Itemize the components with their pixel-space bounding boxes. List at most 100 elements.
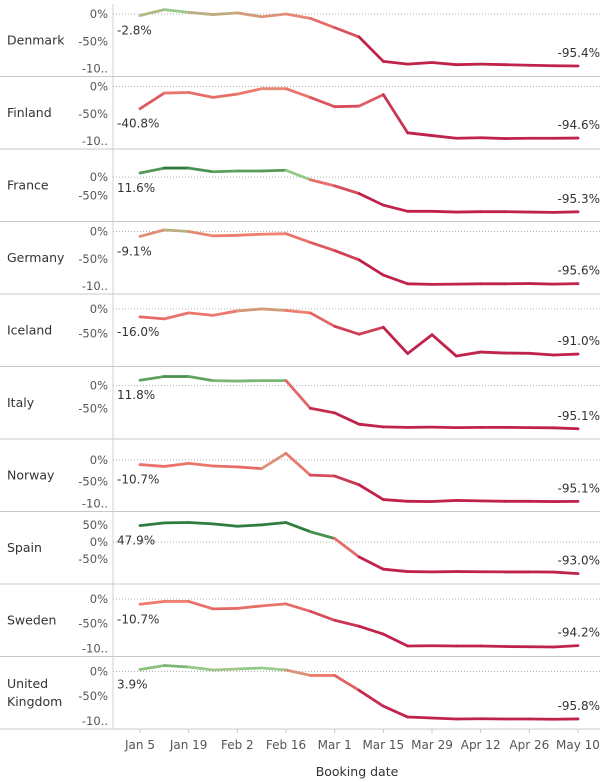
series-segment (357, 35, 385, 63)
series-segment (284, 668, 312, 677)
series-segment (187, 600, 215, 611)
y-tick-label: 0% (90, 7, 108, 21)
start-value-label: -2.8% (117, 24, 152, 38)
series-segment (211, 464, 239, 469)
series-segment (284, 87, 312, 99)
series-segment (260, 168, 288, 173)
series-segment (284, 168, 312, 182)
series-segment (381, 498, 410, 503)
series-segment (187, 461, 215, 468)
panel-finland: Finland 0% -50% -10.. -40.8% -94.6% (0, 80, 600, 150)
series-segment (162, 311, 191, 321)
series-segment (260, 232, 288, 236)
start-value-label: 47.9% (117, 534, 155, 548)
series-segment (284, 232, 312, 244)
panel-sweden: Sweden 0% -50% -10.. -10.7% -94.2% (0, 592, 600, 657)
y-tick-label: 0% (90, 592, 108, 606)
y-tick-label: -10.. (82, 279, 108, 293)
series-segment (138, 375, 166, 382)
x-axis-title: Booking date (316, 764, 399, 779)
x-tick-label: Jan 5 (124, 738, 155, 752)
series-segment (260, 12, 288, 19)
panel-france: France 0% -50% 11.6% -95.3% (0, 166, 600, 222)
series-segment (138, 600, 166, 606)
series-segment (552, 426, 580, 431)
series-segment (430, 333, 458, 358)
y-tick-label: -50% (78, 617, 108, 631)
series-segment (284, 379, 312, 410)
panel-italy: Italy 0% -50% 11.8% -95.1% (0, 375, 600, 440)
series-segment (406, 282, 434, 286)
y-tick-label: -10.. (82, 714, 108, 728)
series-segment (333, 474, 361, 487)
series-segment (333, 184, 361, 195)
y-tick-label: -50% (78, 34, 108, 48)
country-label: Kingdom (7, 694, 62, 709)
y-tick-label: -50% (78, 252, 108, 266)
series-segment (430, 499, 458, 503)
series-segment (211, 233, 239, 238)
x-tick-label: Apr 26 (509, 738, 549, 752)
series-segment (357, 624, 385, 636)
series-segment (187, 665, 215, 672)
end-value-label: -95.4% (558, 46, 600, 60)
series-segment (552, 352, 580, 357)
country-label: Germany (7, 250, 65, 265)
panel-iceland: Iceland 0% -50% -16.0% -91.0% (0, 302, 600, 367)
country-label: Iceland (7, 322, 52, 337)
series-segment (308, 16, 337, 30)
series-segment (138, 521, 166, 528)
end-value-label: -95.3% (558, 192, 600, 206)
series-segment (479, 136, 507, 140)
series-segment (333, 537, 361, 559)
series-segment (235, 307, 264, 313)
series-segment (187, 521, 215, 526)
series-segment (381, 325, 410, 355)
start-value-label: -10.7% (117, 473, 159, 487)
country-label: Norway (7, 467, 55, 482)
series-segment (284, 521, 312, 534)
series-segment (211, 667, 239, 672)
series-segment (162, 461, 191, 468)
x-tick-label: Mar 29 (411, 738, 453, 752)
start-value-label: -40.8% (117, 117, 159, 131)
series-segment (235, 666, 264, 671)
series-segment (260, 307, 288, 312)
series-segment (138, 228, 166, 238)
series-segment (333, 104, 361, 109)
series-segment (406, 333, 434, 355)
series-segment (357, 422, 385, 429)
panel-germany: Germany 0% -50% -10.. -9.1% -95.6% (0, 225, 600, 295)
series-segment (357, 258, 385, 277)
series-segment (333, 249, 361, 262)
country-label: Sweden (7, 612, 56, 627)
y-tick-label: 0% (90, 453, 108, 467)
series-segment (333, 674, 361, 692)
series-segment (138, 315, 166, 321)
series-segment (430, 61, 458, 67)
series-segment (138, 463, 166, 468)
series-segment (357, 192, 385, 207)
end-value-label: -91.0% (558, 334, 600, 348)
series-segment (187, 311, 215, 317)
series-segment (235, 523, 264, 528)
country-label: Spain (7, 540, 42, 555)
series-segment (138, 8, 166, 17)
panel-united-kingdom: United Kingdom 0% -50% -10.. 3.9% -95.8% (0, 664, 600, 730)
series-segment (357, 688, 385, 708)
start-value-label: -9.1% (117, 244, 152, 258)
start-value-label: -10.7% (117, 612, 159, 626)
series-segment (430, 134, 458, 140)
series-segment (527, 351, 556, 357)
series-segment (260, 602, 288, 608)
series-segment (333, 26, 361, 39)
series-segment (187, 230, 215, 238)
series-segment (333, 618, 361, 628)
series-segment (284, 451, 312, 477)
series-segment (454, 350, 483, 358)
start-value-label: 11.6% (117, 181, 155, 195)
series-segment (552, 210, 580, 214)
end-value-label: -95.1% (558, 481, 600, 495)
series-segment (211, 169, 239, 174)
